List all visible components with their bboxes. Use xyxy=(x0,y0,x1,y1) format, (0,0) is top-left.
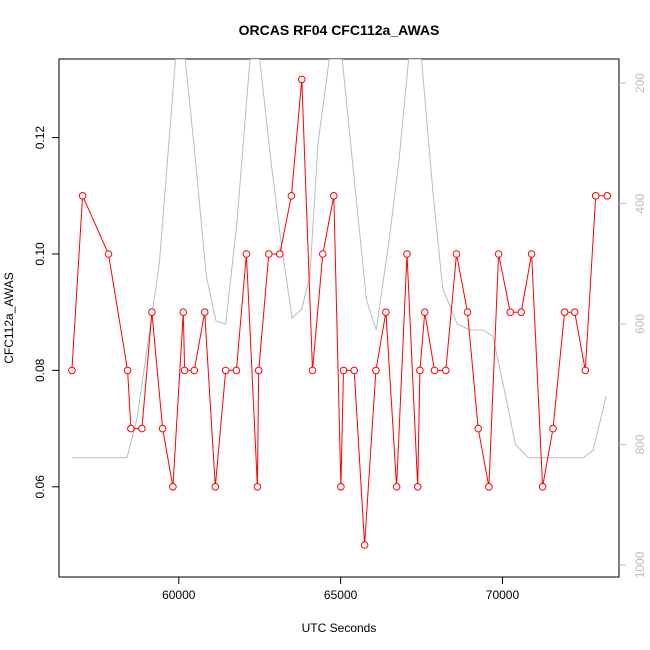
data-point-50 xyxy=(570,308,579,317)
y2-tick-label-0: 200 xyxy=(633,73,647,93)
series-layer xyxy=(68,59,612,549)
axes: 60000 65000 70000 0.06 0.08 0.10 0.12 200 400 600… xyxy=(33,73,647,602)
data-point-33 xyxy=(403,250,411,258)
data-point-27 xyxy=(339,366,348,375)
data-point-47 xyxy=(538,483,547,491)
data-point-46 xyxy=(527,250,536,258)
data-point-29 xyxy=(360,541,369,549)
data-point-43 xyxy=(494,250,503,258)
data-point-16 xyxy=(242,250,251,258)
x-tick-label-0: 60000 xyxy=(162,588,196,602)
data-point-28 xyxy=(350,366,359,375)
data-point-0 xyxy=(68,366,76,375)
data-point-41 xyxy=(474,424,483,433)
data-point-18 xyxy=(254,366,263,375)
data-point-12 xyxy=(200,308,209,317)
data-point-14 xyxy=(221,366,230,375)
data-point-26 xyxy=(337,483,345,491)
data-point-1 xyxy=(78,192,87,200)
y2-tick-label-4: 1000 xyxy=(633,551,647,578)
data-point-17 xyxy=(253,483,262,491)
data-point-34 xyxy=(413,483,422,491)
data-point-9 xyxy=(179,308,188,317)
data-point-35 xyxy=(416,366,424,375)
data-point-39 xyxy=(452,250,461,258)
data-point-7 xyxy=(158,424,167,433)
x-tick-label-2: 70000 xyxy=(486,588,520,602)
y2-tick-label-2: 600 xyxy=(633,314,647,334)
chart-title: ORCAS RF04 CFC112a_AWAS xyxy=(239,22,440,38)
x-tick-label-1: 65000 xyxy=(324,588,358,602)
data-point-30 xyxy=(372,366,380,375)
data-point-19 xyxy=(265,250,273,258)
y2-tick-label-3: 800 xyxy=(633,434,647,454)
data-point-10 xyxy=(180,366,189,375)
y-tick-label-0: 0.06 xyxy=(33,475,47,499)
data-point-45 xyxy=(517,308,526,317)
data-point-37 xyxy=(430,366,439,375)
data-point-5 xyxy=(138,424,146,433)
data-point-22 xyxy=(298,75,306,84)
data-point-15 xyxy=(232,366,241,375)
data-point-11 xyxy=(190,366,199,375)
y-tick-label-3: 0.12 xyxy=(33,126,47,150)
series-line-right xyxy=(71,59,607,459)
data-point-49 xyxy=(560,308,569,317)
data-point-2 xyxy=(104,250,113,258)
data-point-53 xyxy=(603,192,612,200)
data-point-38 xyxy=(442,366,450,375)
data-point-24 xyxy=(319,250,327,258)
data-point-48 xyxy=(549,424,557,433)
data-point-32 xyxy=(392,483,401,491)
data-point-25 xyxy=(330,192,338,200)
data-point-42 xyxy=(485,483,493,491)
data-point-44 xyxy=(506,308,515,317)
data-point-31 xyxy=(382,308,390,317)
x-axis-label: UTC Seconds xyxy=(302,621,377,635)
data-point-40 xyxy=(463,308,472,317)
data-point-51 xyxy=(581,366,590,375)
data-point-52 xyxy=(591,192,600,200)
data-point-13 xyxy=(211,483,220,491)
data-point-36 xyxy=(421,308,429,317)
data-point-8 xyxy=(169,483,177,491)
data-point-3 xyxy=(123,366,132,375)
data-point-20 xyxy=(276,250,284,258)
y-axis-label: CFC112a_AWAS xyxy=(2,272,16,364)
data-point-4 xyxy=(127,424,135,433)
y2-tick-label-1: 400 xyxy=(633,193,647,213)
y-tick-label-2: 0.10 xyxy=(33,242,47,266)
data-point-6 xyxy=(148,308,156,317)
y-tick-label-1: 0.08 xyxy=(33,358,47,382)
data-point-23 xyxy=(308,366,317,375)
data-point-21 xyxy=(287,192,296,200)
